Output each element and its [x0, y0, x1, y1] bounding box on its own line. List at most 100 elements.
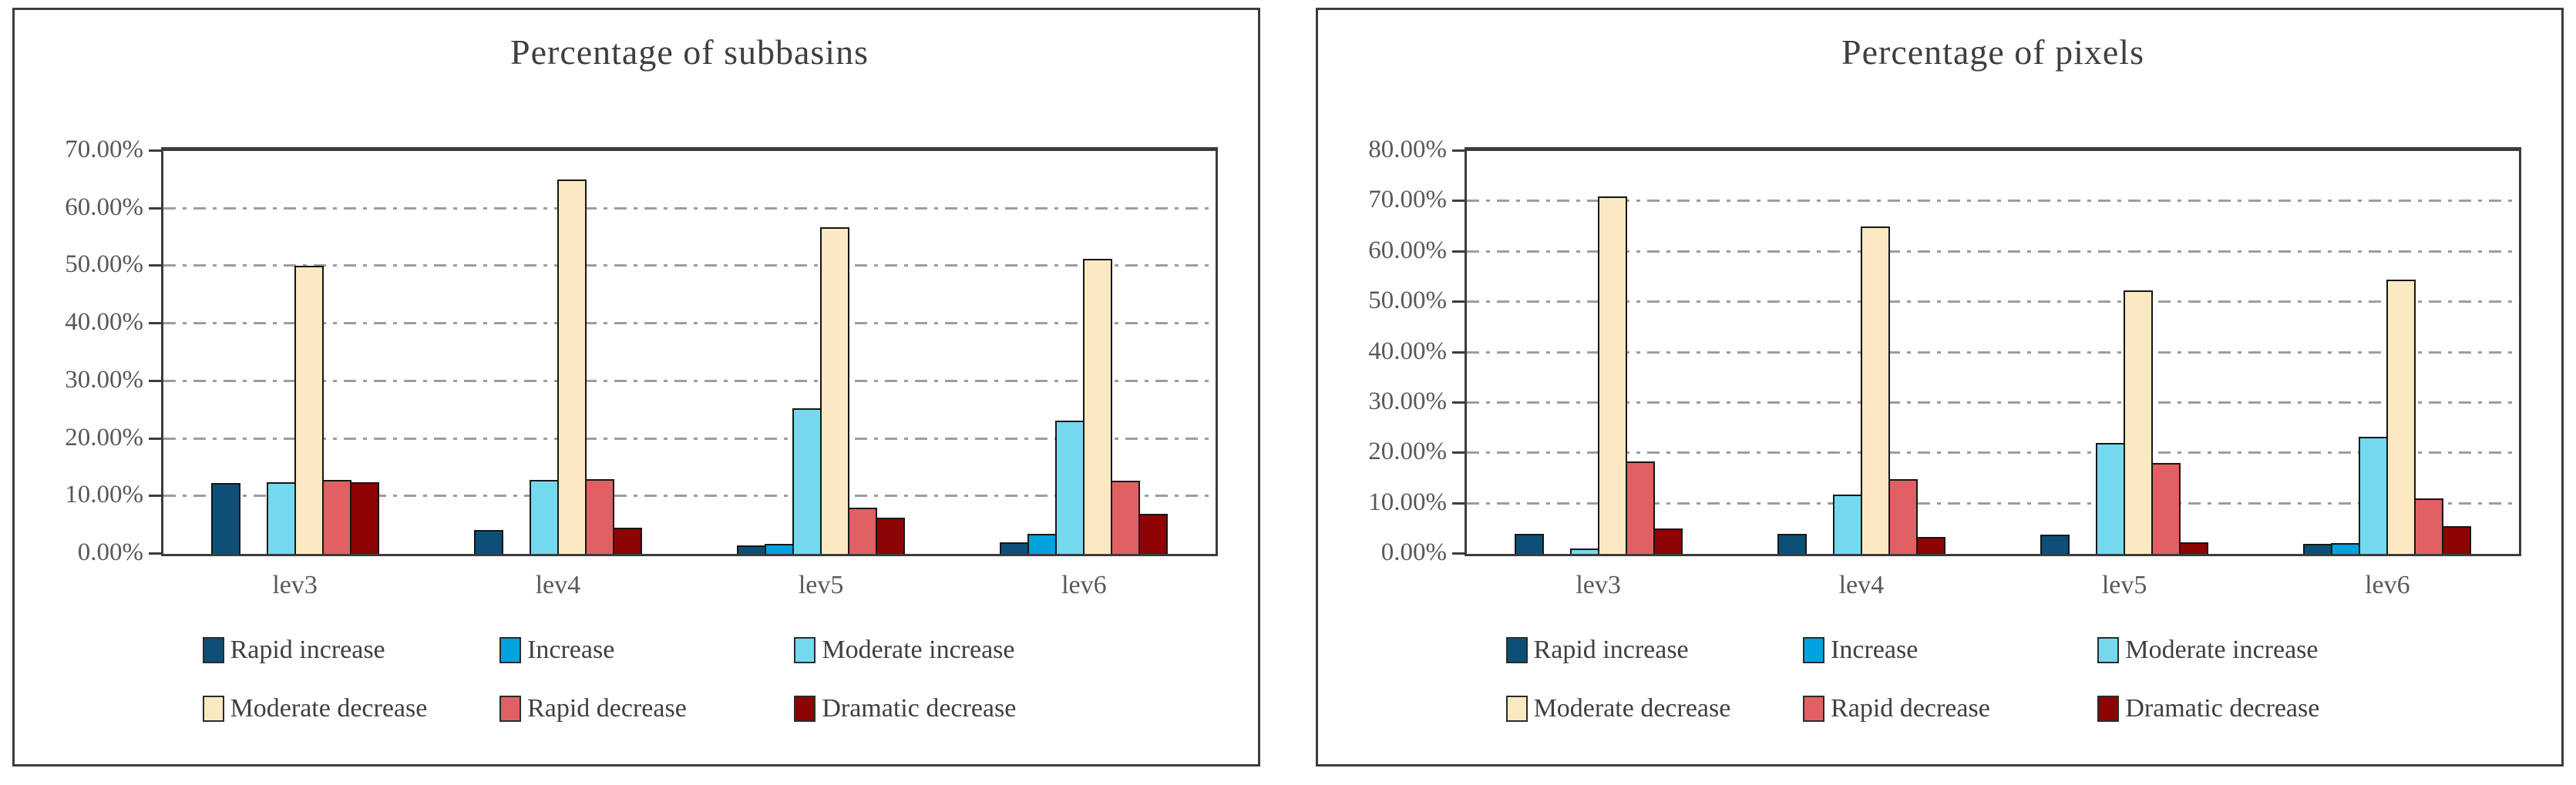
legend-item-rapid-decrease: Rapid decrease: [1803, 694, 1990, 723]
x-axis-label-lev4: lev4: [535, 571, 581, 599]
y-axis-tick: [1452, 250, 1465, 253]
gridline-60: [163, 206, 1216, 210]
y-axis-tick: [1452, 552, 1465, 555]
bar-increase-lev5: [765, 543, 795, 554]
legend-swatch-moderate-decrease: [1505, 696, 1528, 722]
legend: Rapid increase Increase Moderate increase M…: [15, 636, 1258, 751]
legend-label: Moderate decrease: [1533, 694, 1731, 723]
bar-rapid-decrease-lev5: [2151, 463, 2181, 554]
bar-increase-lev6: [2331, 542, 2361, 554]
bar-moderate-increase-lev3: [1569, 548, 1599, 554]
legend-swatch-rapid-decrease: [499, 696, 522, 722]
y-axis-tick: [1452, 200, 1465, 203]
y-axis-label: 20.00%: [1368, 438, 1447, 466]
bar-dramatic-decrease-lev4: [612, 528, 642, 554]
bar-rapid-decrease-lev4: [1888, 479, 1918, 554]
bar-moderate-increase-lev4: [1832, 494, 1862, 554]
bar-rapid-decrease-lev4: [584, 478, 614, 554]
bar-group-lev4: [473, 151, 642, 554]
legend-label: Moderate increase: [822, 636, 1015, 664]
bar-rapid-increase-lev4: [473, 529, 503, 554]
legend-item-moderate-increase: Moderate increase: [2097, 636, 2318, 665]
bar-moderate-decrease-lev3: [294, 266, 324, 554]
bar-moderate-increase-lev6: [1055, 420, 1085, 554]
y-axis-tick: [1452, 149, 1465, 152]
legend-swatch-moderate-increase: [794, 637, 816, 663]
legend-swatch-rapid-decrease: [1803, 696, 1825, 722]
y-axis-label: 50.00%: [1368, 287, 1447, 315]
y-axis-tick: [1452, 300, 1465, 304]
gridline-50: [1467, 300, 2519, 304]
gridline-60: [1467, 250, 2519, 253]
bar-dramatic-decrease-lev3: [1653, 528, 1683, 554]
gridline-40: [1467, 351, 2519, 354]
legend-label: Moderate increase: [2125, 636, 2319, 664]
x-axis-label-lev6: lev6: [2365, 571, 2410, 599]
bar-moderate-decrease-lev6: [2386, 279, 2416, 554]
legend-swatch-dramatic-decrease: [2097, 696, 2120, 722]
y-axis-tick: [149, 149, 161, 152]
legend: Rapid increase Increase Moderate increase M…: [1318, 636, 2561, 751]
legend-item-moderate-decrease: Moderate decrease: [202, 694, 427, 723]
gridline-40: [163, 322, 1216, 325]
x-axis-label-lev5: lev5: [798, 571, 844, 599]
bar-rapid-increase-lev6: [1000, 542, 1030, 554]
y-axis-label: 20.00%: [65, 423, 143, 451]
legend-swatch-dramatic-decrease: [794, 696, 816, 722]
legend-swatch-increase: [1803, 637, 1825, 663]
bar-moderate-decrease-lev5: [2124, 290, 2154, 554]
legend-item-moderate-increase: Moderate increase: [794, 636, 1014, 665]
bar-rapid-decrease-lev3: [1625, 461, 1655, 554]
bar-moderate-increase-lev3: [266, 481, 296, 554]
bar-dramatic-decrease-lev4: [1915, 537, 1945, 554]
bar-group-lev5: [737, 151, 906, 554]
bar-dramatic-decrease-lev6: [2442, 526, 2472, 554]
gridline-30: [163, 379, 1216, 382]
bar-moderate-increase-lev4: [529, 480, 559, 554]
gridline-10: [1467, 502, 2519, 505]
y-axis-tick: [149, 379, 161, 382]
x-axis-label-lev4: lev4: [1838, 571, 1885, 599]
y-axis-label: 80.00%: [1368, 136, 1447, 163]
y-axis-tick: [149, 495, 161, 498]
y-axis-label: 70.00%: [65, 136, 143, 163]
y-axis-label: 60.00%: [65, 193, 143, 221]
bar-moderate-decrease-lev4: [1860, 226, 1890, 554]
legend-label: Rapid increase: [230, 636, 385, 664]
y-axis-tick: [149, 264, 161, 267]
legend-label: Increase: [1831, 636, 1919, 664]
legend-swatch-rapid-increase: [202, 637, 224, 663]
plot-area: 0.00% 10.00% 20.00% 30.00% 40.00% 50.00% 60.00…: [65, 137, 1218, 599]
y-axis-tick: [1452, 451, 1465, 455]
legend-swatch-moderate-increase: [2097, 637, 2120, 663]
plot-area: 0.00% 10.00% 20.00% 30.00% 40.00% 50.00% 60.00…: [1368, 137, 2521, 599]
gridline-20: [163, 437, 1216, 440]
x-axis-label-lev3: lev3: [272, 571, 318, 599]
gridline-50: [163, 264, 1216, 267]
legend-swatch-increase: [499, 637, 522, 663]
y-axis-label: 40.00%: [65, 308, 143, 337]
legend-swatch-moderate-decrease: [202, 696, 224, 722]
legend-label: Rapid increase: [1533, 636, 1689, 664]
bar-rapid-increase-lev5: [737, 545, 767, 554]
bar-rapid-decrease-lev5: [848, 508, 878, 554]
y-axis-tick: [149, 206, 161, 210]
y-axis-tick: [149, 437, 161, 440]
x-axis-label-lev5: lev5: [2101, 571, 2147, 599]
bar-group-lev3: [1514, 151, 1683, 554]
y-axis-tick: [1452, 401, 1465, 404]
bar-moderate-decrease-lev5: [820, 226, 850, 554]
y-axis-label: 30.00%: [1368, 387, 1447, 415]
bar-moderate-decrease-lev4: [557, 179, 587, 554]
y-axis-label: 70.00%: [1368, 186, 1447, 214]
y-axis-label: 60.00%: [1368, 236, 1447, 264]
chart-panel-pixels: Percentage of pixels 0.00% 10.00% 20.00% 30…: [1316, 8, 2564, 767]
legend-item-rapid-increase: Rapid increase: [1505, 636, 1689, 665]
bar-rapid-increase-lev3: [210, 483, 240, 554]
bar-dramatic-decrease-lev6: [1138, 513, 1169, 554]
y-axis-tick: [1452, 351, 1465, 354]
gridline-10: [163, 495, 1216, 498]
bar-moderate-increase-lev5: [2096, 443, 2126, 554]
legend-swatch-rapid-increase: [1505, 637, 1528, 663]
